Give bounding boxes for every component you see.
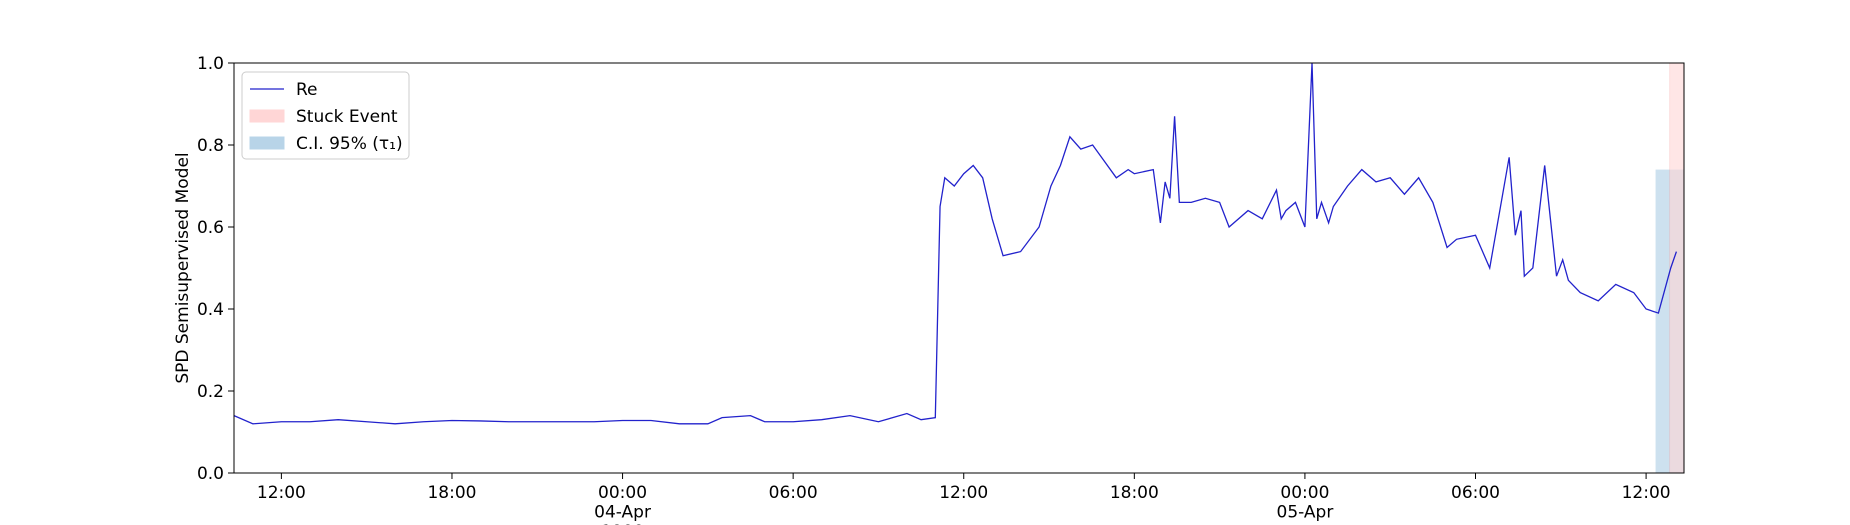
y-tick-label: 0.2 <box>197 382 224 402</box>
legend-swatch <box>249 136 285 150</box>
legend-label: Stuck Event <box>296 107 398 127</box>
x-tick-label: 18:00 <box>1110 483 1159 503</box>
x-tick-label: 06:00 <box>769 483 818 503</box>
legend-label: Re <box>296 80 318 100</box>
y-tick-label: 1.0 <box>197 54 224 74</box>
x-tick-label: 06:00 <box>1451 483 1500 503</box>
legend-label: C.I. 95% (τ₁) <box>296 134 403 154</box>
data-line <box>233 62 1678 425</box>
y-axis-label: SPD Semisupervised Model <box>173 152 193 383</box>
y-tick-label: 0.0 <box>197 464 224 484</box>
x-tick-label: 12:00 <box>257 483 306 503</box>
x-tick-label: 12:00 <box>1622 483 1671 503</box>
x-tick-label: 12:00 <box>939 483 988 503</box>
x-tick-label: 00:00 05-Apr <box>1277 483 1334 523</box>
x-tick-label: 18:00 <box>427 483 476 503</box>
stuck-span <box>1669 62 1685 474</box>
y-tick-label: 0.6 <box>197 218 224 238</box>
plot-frame <box>233 62 1685 474</box>
legend-swatch <box>249 109 285 123</box>
y-tick-label: 0.8 <box>197 136 224 156</box>
y-tick-label: 0.4 <box>197 300 224 320</box>
legend: Re Stuck Event C.I. 95% (τ₁) <box>241 71 410 160</box>
